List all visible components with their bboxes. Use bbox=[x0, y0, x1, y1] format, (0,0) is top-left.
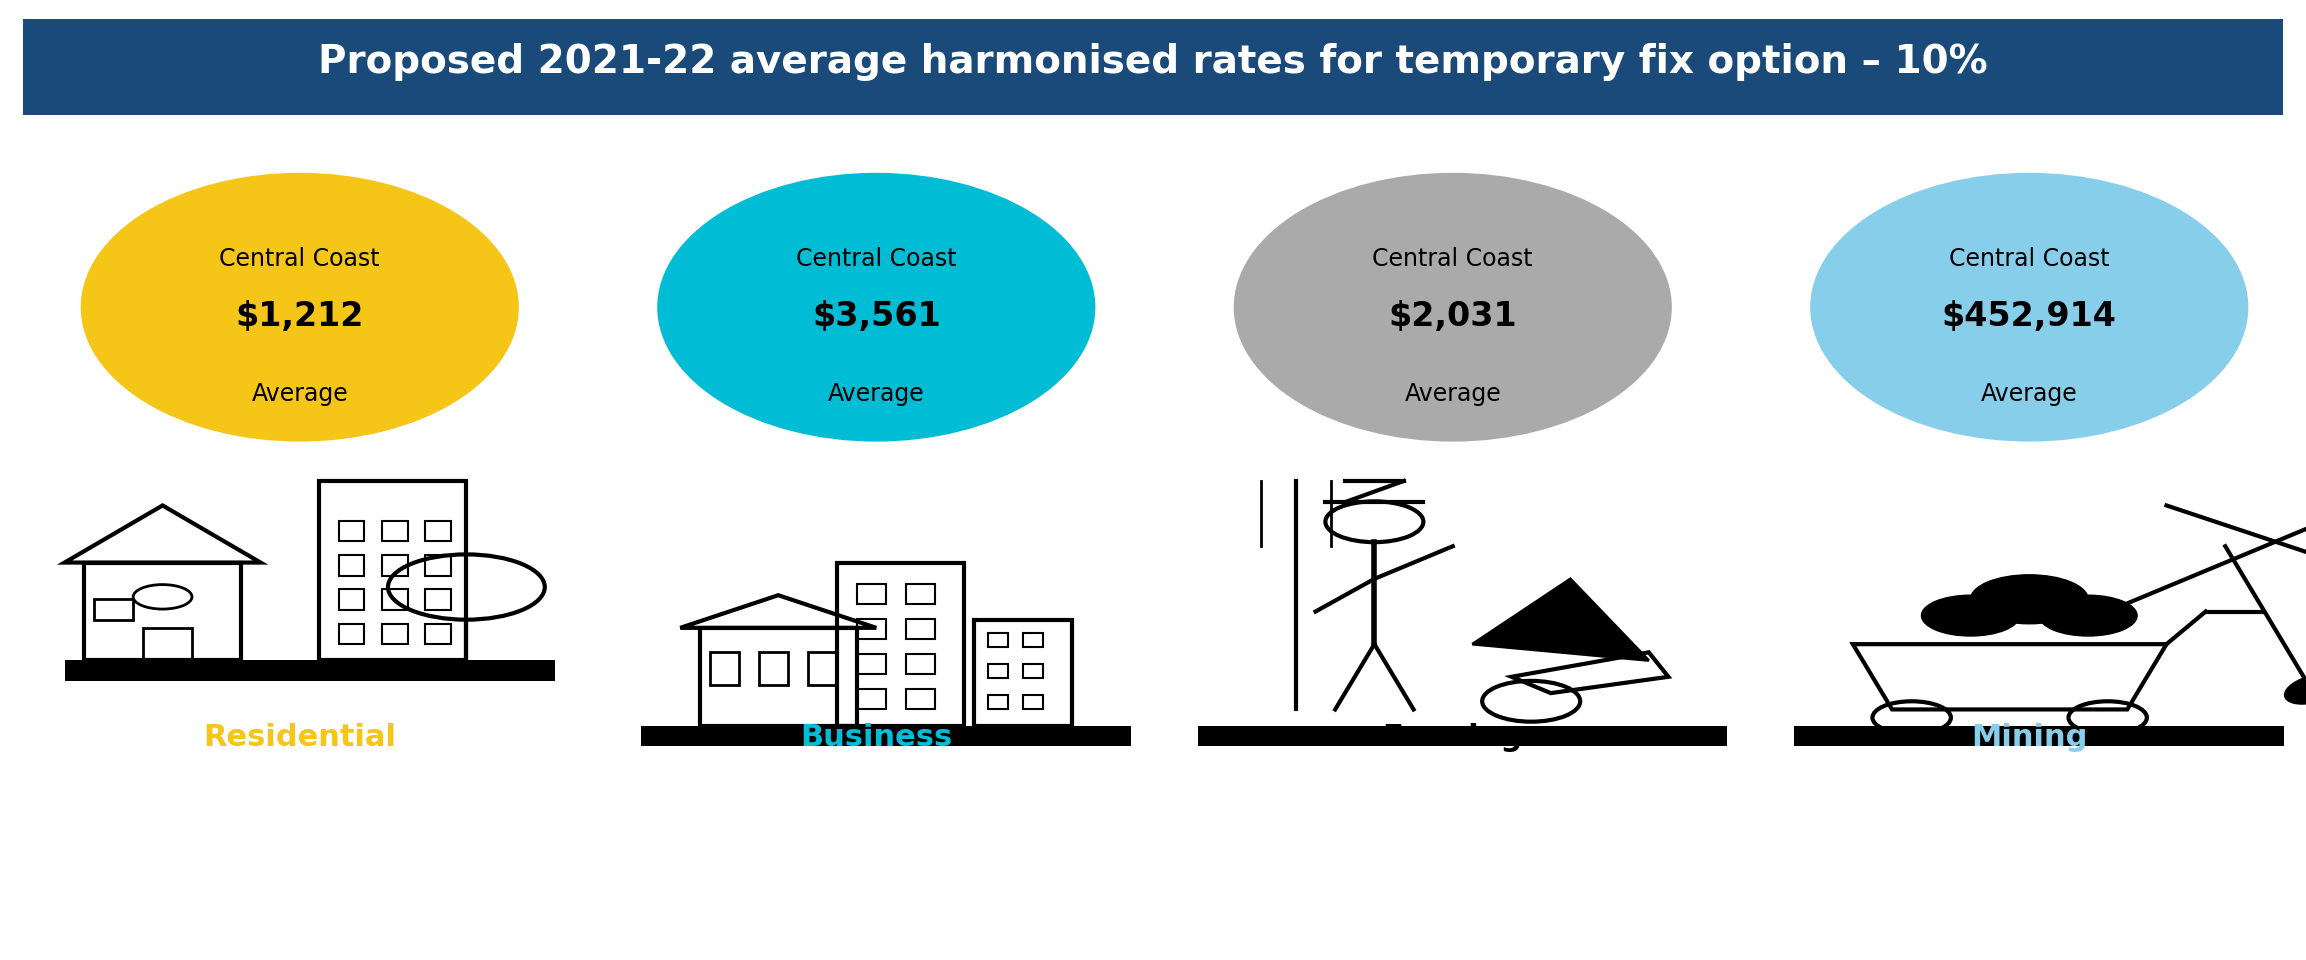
Bar bbox=[95, 599, 134, 620]
Bar bbox=[383, 521, 408, 541]
Text: Average: Average bbox=[251, 381, 348, 405]
Ellipse shape bbox=[1234, 173, 1672, 442]
Ellipse shape bbox=[81, 173, 519, 442]
Ellipse shape bbox=[1810, 173, 2248, 442]
Bar bbox=[143, 628, 191, 660]
Bar bbox=[424, 624, 450, 644]
Text: Average: Average bbox=[828, 381, 925, 405]
Bar bbox=[1024, 695, 1042, 709]
Bar bbox=[424, 521, 450, 541]
Text: $1,212: $1,212 bbox=[235, 300, 364, 333]
Bar bbox=[318, 481, 466, 660]
Bar bbox=[906, 654, 936, 674]
Ellipse shape bbox=[657, 173, 1095, 442]
Bar bbox=[641, 726, 1130, 746]
Circle shape bbox=[1921, 595, 2020, 636]
Bar bbox=[339, 555, 364, 576]
Circle shape bbox=[1969, 575, 2089, 624]
Bar bbox=[339, 521, 364, 541]
Bar bbox=[1794, 726, 2283, 746]
Text: Average: Average bbox=[1981, 381, 2078, 405]
Bar bbox=[858, 654, 886, 674]
Bar bbox=[759, 653, 789, 685]
Bar bbox=[701, 628, 858, 726]
Bar bbox=[1024, 663, 1042, 679]
Text: Residential: Residential bbox=[203, 723, 397, 752]
FancyBboxPatch shape bbox=[23, 19, 2283, 115]
Text: Central Coast: Central Coast bbox=[1949, 247, 2110, 271]
Bar bbox=[710, 653, 738, 685]
Bar bbox=[1024, 633, 1042, 647]
Ellipse shape bbox=[2285, 674, 2306, 704]
Text: $2,031: $2,031 bbox=[1388, 300, 1517, 333]
Bar bbox=[424, 589, 450, 610]
Bar bbox=[383, 624, 408, 644]
Bar bbox=[973, 620, 1072, 726]
Bar bbox=[987, 695, 1008, 709]
Bar bbox=[837, 563, 964, 726]
Text: $3,561: $3,561 bbox=[812, 300, 941, 333]
Bar bbox=[987, 663, 1008, 679]
Bar bbox=[906, 619, 936, 639]
Text: Average: Average bbox=[1404, 381, 1501, 405]
Bar bbox=[906, 584, 936, 604]
Bar bbox=[807, 653, 837, 685]
Bar bbox=[339, 624, 364, 644]
Text: $452,914: $452,914 bbox=[1942, 300, 2117, 333]
Bar bbox=[858, 689, 886, 709]
Text: Central Coast: Central Coast bbox=[219, 247, 380, 271]
Bar bbox=[987, 633, 1008, 647]
Bar bbox=[65, 660, 553, 681]
Bar bbox=[383, 589, 408, 610]
Text: Farming: Farming bbox=[1384, 723, 1522, 752]
Text: Business: Business bbox=[800, 723, 952, 752]
Bar bbox=[858, 584, 886, 604]
Text: Central Coast: Central Coast bbox=[1372, 247, 1533, 271]
Circle shape bbox=[2039, 595, 2138, 636]
Bar bbox=[383, 555, 408, 576]
Text: Proposed 2021-22 average harmonised rates for temporary fix option – 10%: Proposed 2021-22 average harmonised rate… bbox=[318, 43, 1988, 82]
Text: Mining: Mining bbox=[1972, 723, 2087, 752]
Bar bbox=[339, 589, 364, 610]
Bar bbox=[424, 555, 450, 576]
Text: Central Coast: Central Coast bbox=[796, 247, 957, 271]
Polygon shape bbox=[1471, 579, 1649, 660]
Bar bbox=[906, 689, 936, 709]
Bar bbox=[1199, 726, 1727, 746]
Bar bbox=[85, 563, 242, 660]
Bar bbox=[858, 619, 886, 639]
